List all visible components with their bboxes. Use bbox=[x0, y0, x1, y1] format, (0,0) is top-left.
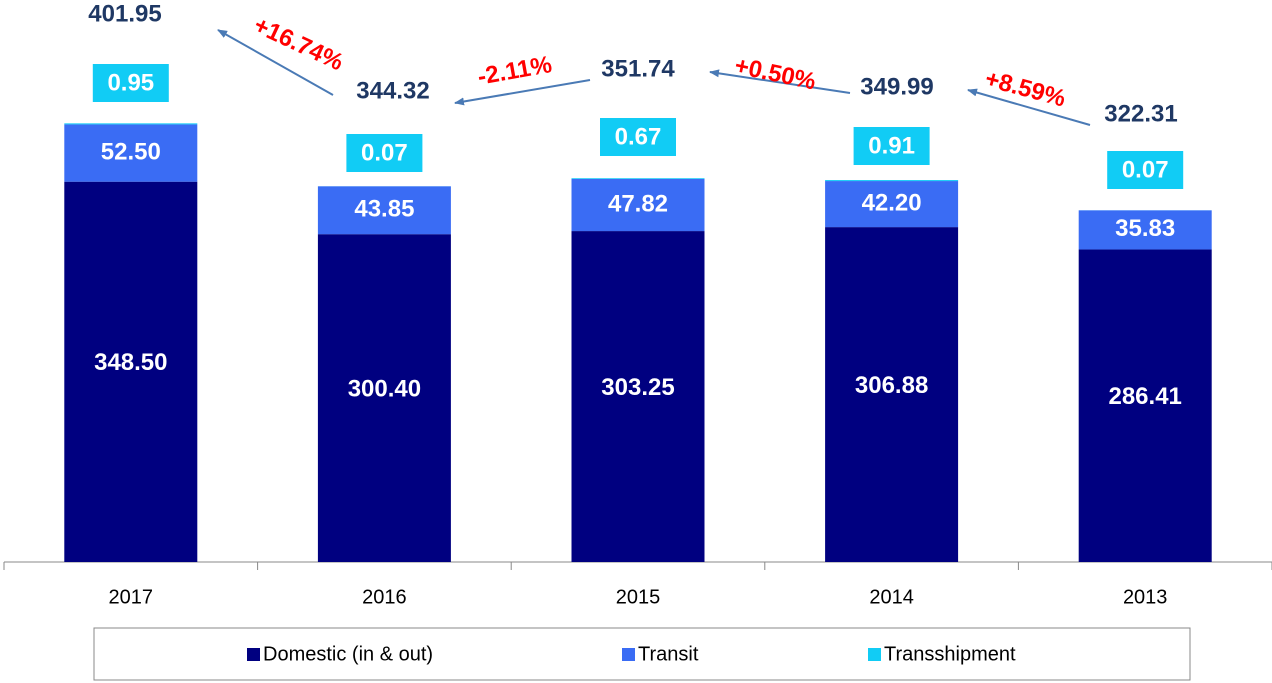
bar-segment bbox=[317, 186, 451, 235]
total-label: 349.99 bbox=[860, 73, 933, 100]
x-tick-label: 2016 bbox=[362, 586, 407, 608]
bar-segment bbox=[571, 178, 705, 179]
bar-segment bbox=[64, 181, 198, 563]
data-label: 300.40 bbox=[348, 375, 421, 402]
data-label: 47.82 bbox=[608, 190, 668, 217]
bar-segment bbox=[1078, 249, 1212, 563]
data-label: 52.50 bbox=[101, 138, 161, 165]
bar-segment bbox=[825, 227, 959, 563]
bar-segment bbox=[825, 180, 959, 182]
label-box bbox=[853, 127, 930, 165]
label-box bbox=[600, 118, 676, 156]
data-label: 303.25 bbox=[601, 374, 674, 401]
legend-label: Domestic (in & out) bbox=[263, 643, 433, 665]
total-label: 401.95 bbox=[88, 0, 161, 27]
data-label: 0.91 bbox=[868, 132, 915, 159]
change-arrow bbox=[454, 79, 591, 106]
data-label: 0.07 bbox=[361, 139, 408, 166]
data-label: 286.41 bbox=[1108, 383, 1181, 410]
legend-label: Transshipment bbox=[884, 643, 1016, 665]
bar-segment bbox=[317, 234, 451, 562]
data-label: 306.88 bbox=[855, 372, 928, 399]
legend-label: Transit bbox=[638, 643, 699, 665]
x-tick-label: 2015 bbox=[616, 586, 661, 608]
change-label: +16.74% bbox=[250, 12, 348, 77]
total-label: 322.31 bbox=[1104, 100, 1177, 127]
total-label: 344.32 bbox=[356, 77, 429, 104]
legend-swatch bbox=[622, 648, 635, 661]
bar-segment bbox=[825, 181, 959, 228]
x-tick-label: 2017 bbox=[109, 586, 154, 608]
bar-segment bbox=[571, 231, 705, 562]
label-box bbox=[92, 64, 169, 102]
bar-segment bbox=[571, 178, 705, 232]
data-label: 42.20 bbox=[862, 189, 922, 216]
total-label: 351.74 bbox=[601, 55, 675, 82]
label-box bbox=[346, 134, 423, 172]
change-arrow bbox=[709, 69, 851, 94]
bar-segment bbox=[1078, 210, 1212, 250]
bar-segment bbox=[64, 124, 198, 182]
legend-swatch bbox=[247, 648, 260, 661]
data-label: 0.07 bbox=[1122, 156, 1169, 183]
data-label: 0.67 bbox=[615, 123, 662, 150]
change-label: +0.50% bbox=[732, 52, 818, 95]
data-label: 0.95 bbox=[107, 69, 154, 96]
bar-segment bbox=[64, 123, 198, 125]
data-label: 348.50 bbox=[94, 349, 167, 376]
x-tick-label: 2013 bbox=[1123, 586, 1168, 608]
change-arrow bbox=[217, 29, 334, 96]
data-label: 43.85 bbox=[354, 196, 414, 223]
change-label: -2.11% bbox=[476, 51, 554, 91]
legend-swatch bbox=[868, 648, 881, 661]
change-arrow bbox=[967, 88, 1091, 126]
label-box bbox=[1107, 151, 1184, 189]
x-tick-label: 2014 bbox=[869, 586, 914, 608]
data-label: 35.83 bbox=[1115, 215, 1175, 242]
legend bbox=[93, 627, 1191, 681]
